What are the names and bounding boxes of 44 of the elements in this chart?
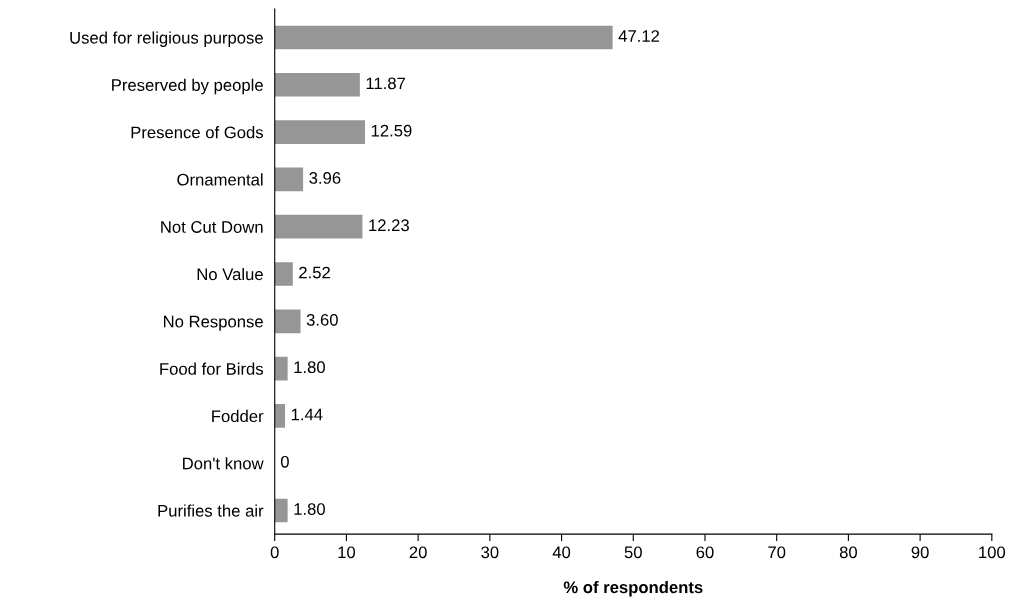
x-tick-label: 0 <box>270 546 279 559</box>
x-tick-label: 80 <box>839 546 858 559</box>
data-label: 12.23 <box>369 219 409 232</box>
x-tick-label: 20 <box>409 546 427 559</box>
bar <box>274 356 288 381</box>
bar <box>274 404 286 428</box>
bar <box>274 25 613 50</box>
x-tick-label: 100 <box>979 546 1006 559</box>
y-tick-label: Preserved by people <box>112 78 263 95</box>
x-tick-label: 60 <box>696 546 714 559</box>
y-tick-label: Don't know <box>183 457 264 470</box>
x-tick-label: 90 <box>911 546 929 559</box>
y-tick-label: No Response <box>164 315 263 331</box>
data-label: 1.80 <box>294 361 325 374</box>
y-tick-label: Not Cut Down <box>161 221 263 233</box>
x-tick-label: 40 <box>552 546 571 559</box>
y-tick-label: Presence of Gods <box>131 126 264 139</box>
y-tick-label: Food for Birds <box>160 362 264 375</box>
y-tick-label: Fodder <box>212 409 264 423</box>
bar <box>274 262 293 286</box>
y-tick-label: Ornamental <box>177 173 263 186</box>
data-label: 0 <box>280 455 289 468</box>
x-tick-label: 50 <box>624 546 642 559</box>
bar <box>274 72 360 97</box>
bar <box>274 167 304 192</box>
x-tick-label: 30 <box>481 546 499 559</box>
x-axis-title: % of respondents <box>563 580 703 597</box>
data-label: 47.12 <box>618 30 660 42</box>
data-label: 3.96 <box>309 172 341 184</box>
data-label: 3.60 <box>306 313 338 326</box>
y-tick-label: Used for religious purpose <box>70 31 263 47</box>
x-tick-label: 10 <box>338 546 356 559</box>
data-label: 12.59 <box>371 124 412 137</box>
y-tick-label: Purifies the air <box>158 504 264 517</box>
bar <box>274 309 301 334</box>
data-label: 11.87 <box>366 77 406 90</box>
bar <box>274 498 288 523</box>
bar <box>274 120 365 144</box>
bar <box>274 214 363 239</box>
x-tick-label: 70 <box>768 546 786 559</box>
y-tick-label: No Value <box>197 267 263 281</box>
data-label: 1.44 <box>291 408 323 421</box>
data-label: 1.80 <box>294 503 325 515</box>
data-label: 2.52 <box>299 266 330 279</box>
